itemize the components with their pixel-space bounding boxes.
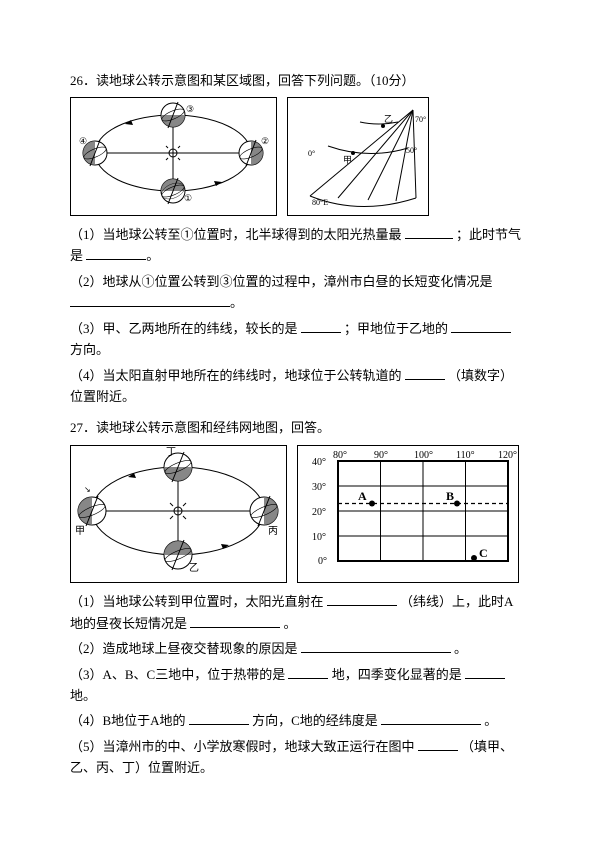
pos-4-label: ④ — [79, 136, 87, 146]
blank — [301, 319, 341, 333]
q27-p1-suf: 。 — [284, 616, 297, 631]
blank — [288, 665, 328, 679]
blank — [327, 592, 397, 606]
q27-p4-pre: （4）B地位于A地的 — [70, 713, 186, 728]
q27-p3: （3）A、B、C三地中，位于热带的是 地，四季变化显著的是 地。 — [70, 664, 525, 707]
yt30: 30° — [312, 482, 326, 493]
xt4: 120° — [498, 450, 517, 461]
q26-orbit-figure: ① ② ③ — [70, 97, 277, 215]
blank — [70, 293, 230, 307]
q27-p1: （1）当地球公转到甲位置时，太阳光直射在 （纬线）上，此时A地的昼夜长短情况是 … — [70, 591, 525, 634]
point-yi — [381, 124, 385, 128]
region-svg: 甲 乙 0° 50° 70° 80°E — [288, 98, 428, 208]
page-content: 26．读地球公转示意图和某区域图，回答下列问题。（10分） — [70, 70, 525, 783]
q27-grid-figure: 80° 90° 100° 110° 120° 40° 30° 20° 10° 0… — [297, 445, 519, 583]
q27-figure-row: ↘ 甲 乙 丙 — [70, 445, 525, 583]
region-label-yi: 乙 — [384, 114, 393, 124]
q27-p4: （4）B地位于A地的 方向，C地的经纬度是 。 — [70, 710, 525, 731]
yt20: 20° — [312, 507, 326, 518]
blank — [405, 225, 453, 239]
q26-stem: 26．读地球公转示意图和某区域图，回答下列问题。（10分） — [70, 70, 525, 91]
blank — [301, 639, 451, 653]
point-A — [369, 500, 375, 506]
q27-p3-mid: 地，四季变化显著的是 — [332, 667, 462, 682]
q27-p5-pre: （5）当漳州市的中、小学放寒假时，地球大致正运行在图中 — [70, 739, 415, 754]
q26-p2-text: （2）地球从①位置公转到③位置的过程中，漳州市白昼的长短变化情况是 — [70, 274, 493, 289]
region-label-jia: 甲 — [343, 155, 352, 165]
yt10: 10° — [312, 532, 326, 543]
q26-p4: （4）当太阳直射甲地所在的纬线时，地球位于公转轨道的 （填数字）位置附近。 — [70, 365, 525, 408]
point-C — [471, 555, 477, 561]
orbit2-jia-label: 甲 — [75, 526, 85, 537]
q27-p3-pre: （3）A、B、C三地中，位于热带的是 — [70, 667, 285, 682]
xt1: 90° — [374, 450, 388, 461]
orbit-svg-1: ① ② ③ — [71, 98, 276, 208]
xt0: 80° — [333, 450, 347, 461]
pos-3-label: ③ — [186, 104, 194, 114]
q26-p3-pre: （3）甲、乙两地所在的纬线，较长的是 — [70, 321, 298, 336]
q27-p2-suf: 。 — [454, 641, 467, 656]
orbit2-ding-label: 丁 — [166, 447, 176, 458]
svg-text:↘: ↘ — [84, 485, 91, 494]
q26-p3-mid: ；甲地位于乙地的 — [344, 321, 448, 336]
q26-region-figure: 甲 乙 0° 50° 70° 80°E — [287, 97, 429, 215]
q27-p5: （5）当漳州市的中、小学放寒假时，地球大致正运行在图中 （填甲、乙、丙、丁）位置… — [70, 736, 525, 779]
point-B — [454, 500, 460, 506]
lat0-label: 0° — [308, 149, 315, 158]
blank — [465, 665, 505, 679]
blank — [86, 246, 146, 260]
q26-p1-pre: （1）当地球公转至①位置时，北半球得到的太阳光热量最 — [70, 227, 402, 242]
blank — [190, 614, 280, 628]
blank — [418, 737, 458, 751]
point-A-label: A — [358, 489, 367, 503]
point-C-label: C — [479, 546, 488, 560]
q27-p2-pre: （2）造成地球上昼夜交替现象的原因是 — [70, 641, 298, 656]
pos-2-label: ② — [261, 136, 269, 146]
q26-p2: （2）地球从①位置公转到③位置的过程中，漳州市白昼的长短变化情况是 。 — [70, 271, 525, 314]
yt40: 40° — [312, 457, 326, 468]
orbit2-bing-label: 丙 — [268, 526, 278, 537]
xt2: 100° — [414, 450, 433, 461]
grid-svg: 80° 90° 100° 110° 120° 40° 30° 20° 10° 0… — [298, 446, 518, 576]
blank — [451, 319, 511, 333]
q27-p4-suf: 。 — [484, 713, 497, 728]
q26-p3: （3）甲、乙两地所在的纬线，较长的是 ；甲地位于乙地的 方向。 — [70, 318, 525, 361]
pos-1-label: ① — [184, 193, 192, 203]
blank — [405, 366, 445, 380]
lat50-label: 50° — [406, 146, 417, 155]
lat70-label: 70° — [415, 115, 426, 124]
q27-p3-suf: 地。 — [70, 688, 96, 703]
q27-orbit-figure: ↘ 甲 乙 丙 — [70, 445, 287, 583]
q27-stem: 27．读地球公转示意图和经纬网地图，回答。 — [70, 417, 525, 438]
q26-figure-row: ① ② ③ — [70, 97, 525, 215]
lon80e-label: 80°E — [312, 198, 328, 207]
blank — [189, 711, 249, 725]
orbit2-yi-label: 乙 — [189, 562, 199, 574]
q27-p2: （2）造成地球上昼夜交替现象的原因是 。 — [70, 638, 525, 659]
q27-p1-pre: （1）当地球公转到甲位置时，太阳光直射在 — [70, 594, 324, 609]
q27-p4-mid: 方向，C地的经纬度是 — [252, 713, 378, 728]
blank — [381, 711, 481, 725]
q26-p3-suf: 方向。 — [70, 342, 109, 357]
orbit-svg-2: ↘ 甲 乙 丙 — [71, 446, 286, 576]
xt3: 110° — [456, 450, 475, 461]
q26-p1: （1）当地球公转至①位置时，北半球得到的太阳光热量最 ；此时节气是 。 — [70, 224, 525, 267]
point-B-label: B — [446, 489, 454, 503]
yt0: 0° — [318, 556, 327, 567]
q26-p4-text: （4）当太阳直射甲地所在的纬线时，地球位于公转轨道的 — [70, 368, 402, 383]
